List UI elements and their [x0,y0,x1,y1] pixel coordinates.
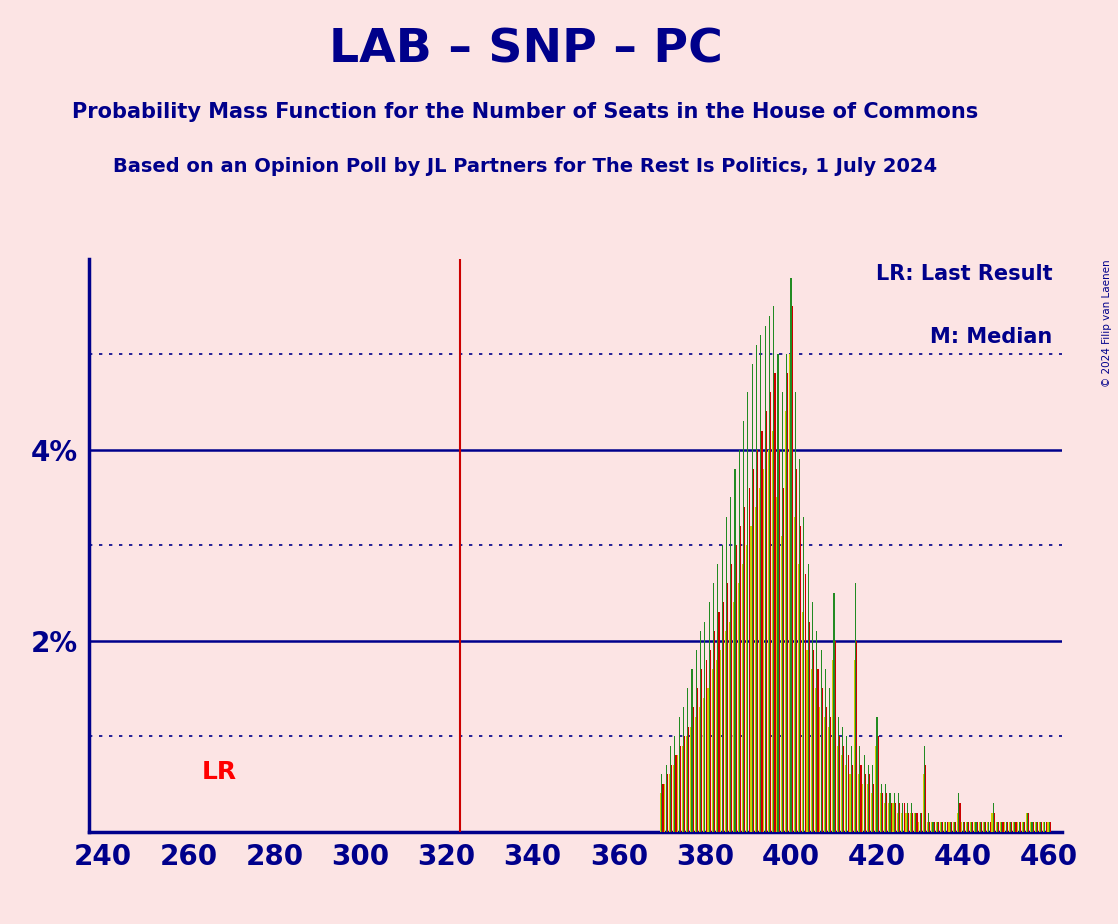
Text: LAB – SNP – PC: LAB – SNP – PC [329,28,722,73]
Text: LR: Last Result: LR: Last Result [875,264,1052,285]
Text: Based on an Opinion Poll by JL Partners for The Rest Is Politics, 1 July 2024: Based on an Opinion Poll by JL Partners … [113,157,938,176]
Text: © 2024 Filip van Laenen: © 2024 Filip van Laenen [1102,260,1112,387]
Text: LR: LR [201,760,237,784]
Text: M: Median: M: Median [930,327,1052,347]
Text: Probability Mass Function for the Number of Seats in the House of Commons: Probability Mass Function for the Number… [73,102,978,122]
